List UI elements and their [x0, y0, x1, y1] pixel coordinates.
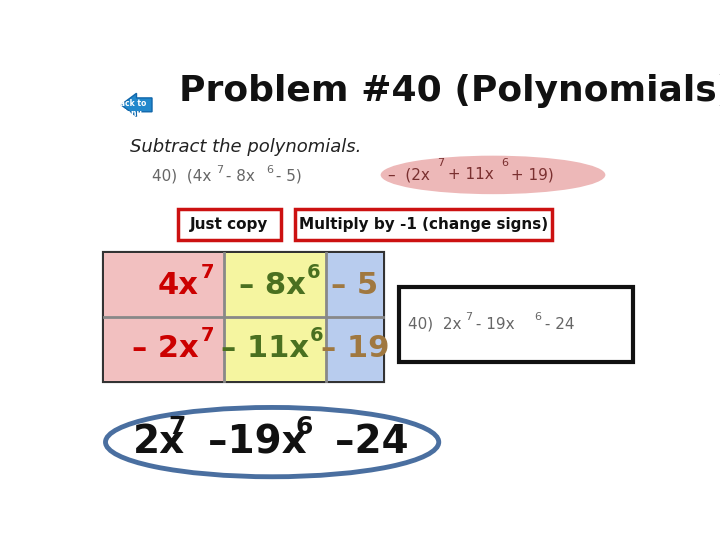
Text: –24: –24 — [307, 423, 408, 461]
Text: 6: 6 — [266, 165, 273, 175]
FancyBboxPatch shape — [179, 209, 281, 240]
Text: + 19): + 19) — [506, 167, 554, 183]
Text: - 5): - 5) — [271, 168, 302, 184]
Text: –19x: –19x — [181, 423, 307, 461]
Text: 7: 7 — [437, 158, 444, 168]
Text: 40)  (4x: 40) (4x — [152, 168, 212, 184]
Text: - 8x: - 8x — [221, 168, 255, 184]
Text: – 5: – 5 — [331, 271, 379, 300]
Text: –  (2x: – (2x — [388, 167, 431, 183]
Text: 6: 6 — [534, 312, 541, 322]
Text: 6: 6 — [500, 158, 508, 168]
Ellipse shape — [381, 156, 606, 194]
Text: 7: 7 — [216, 165, 223, 175]
FancyBboxPatch shape — [104, 253, 383, 381]
Bar — [224, 253, 326, 381]
Text: 7: 7 — [465, 312, 472, 322]
Text: 2x: 2x — [132, 423, 185, 461]
Text: Subtract the polynomials.: Subtract the polynomials. — [130, 138, 361, 156]
Text: 40)  2x: 40) 2x — [408, 317, 462, 332]
Text: 7: 7 — [168, 415, 186, 438]
Text: 4x: 4x — [158, 271, 199, 300]
Text: Problem #40 (Polynomials): Problem #40 (Polynomials) — [179, 74, 720, 108]
Bar — [104, 253, 224, 381]
Bar — [326, 253, 383, 381]
FancyArrow shape — [121, 93, 152, 117]
Ellipse shape — [106, 408, 438, 477]
Text: 7: 7 — [201, 326, 215, 346]
Text: 6: 6 — [310, 326, 324, 346]
Text: + 11x: + 11x — [443, 167, 493, 183]
Text: 6: 6 — [295, 415, 312, 438]
Text: 6: 6 — [307, 263, 320, 282]
Text: – 11x: – 11x — [220, 334, 309, 363]
Text: Multiply by -1 (change signs): Multiply by -1 (change signs) — [299, 217, 548, 232]
Text: Just copy: Just copy — [190, 217, 269, 232]
Text: – 19: – 19 — [321, 334, 390, 363]
Text: – 8x: – 8x — [239, 271, 305, 300]
Text: Back to
Menu: Back to Menu — [114, 99, 146, 118]
Text: - 24: - 24 — [539, 317, 574, 332]
Text: 7: 7 — [201, 263, 215, 282]
FancyBboxPatch shape — [399, 287, 634, 362]
Text: - 19x: - 19x — [471, 317, 514, 332]
FancyBboxPatch shape — [294, 209, 552, 240]
Text: – 2x: – 2x — [132, 334, 199, 363]
